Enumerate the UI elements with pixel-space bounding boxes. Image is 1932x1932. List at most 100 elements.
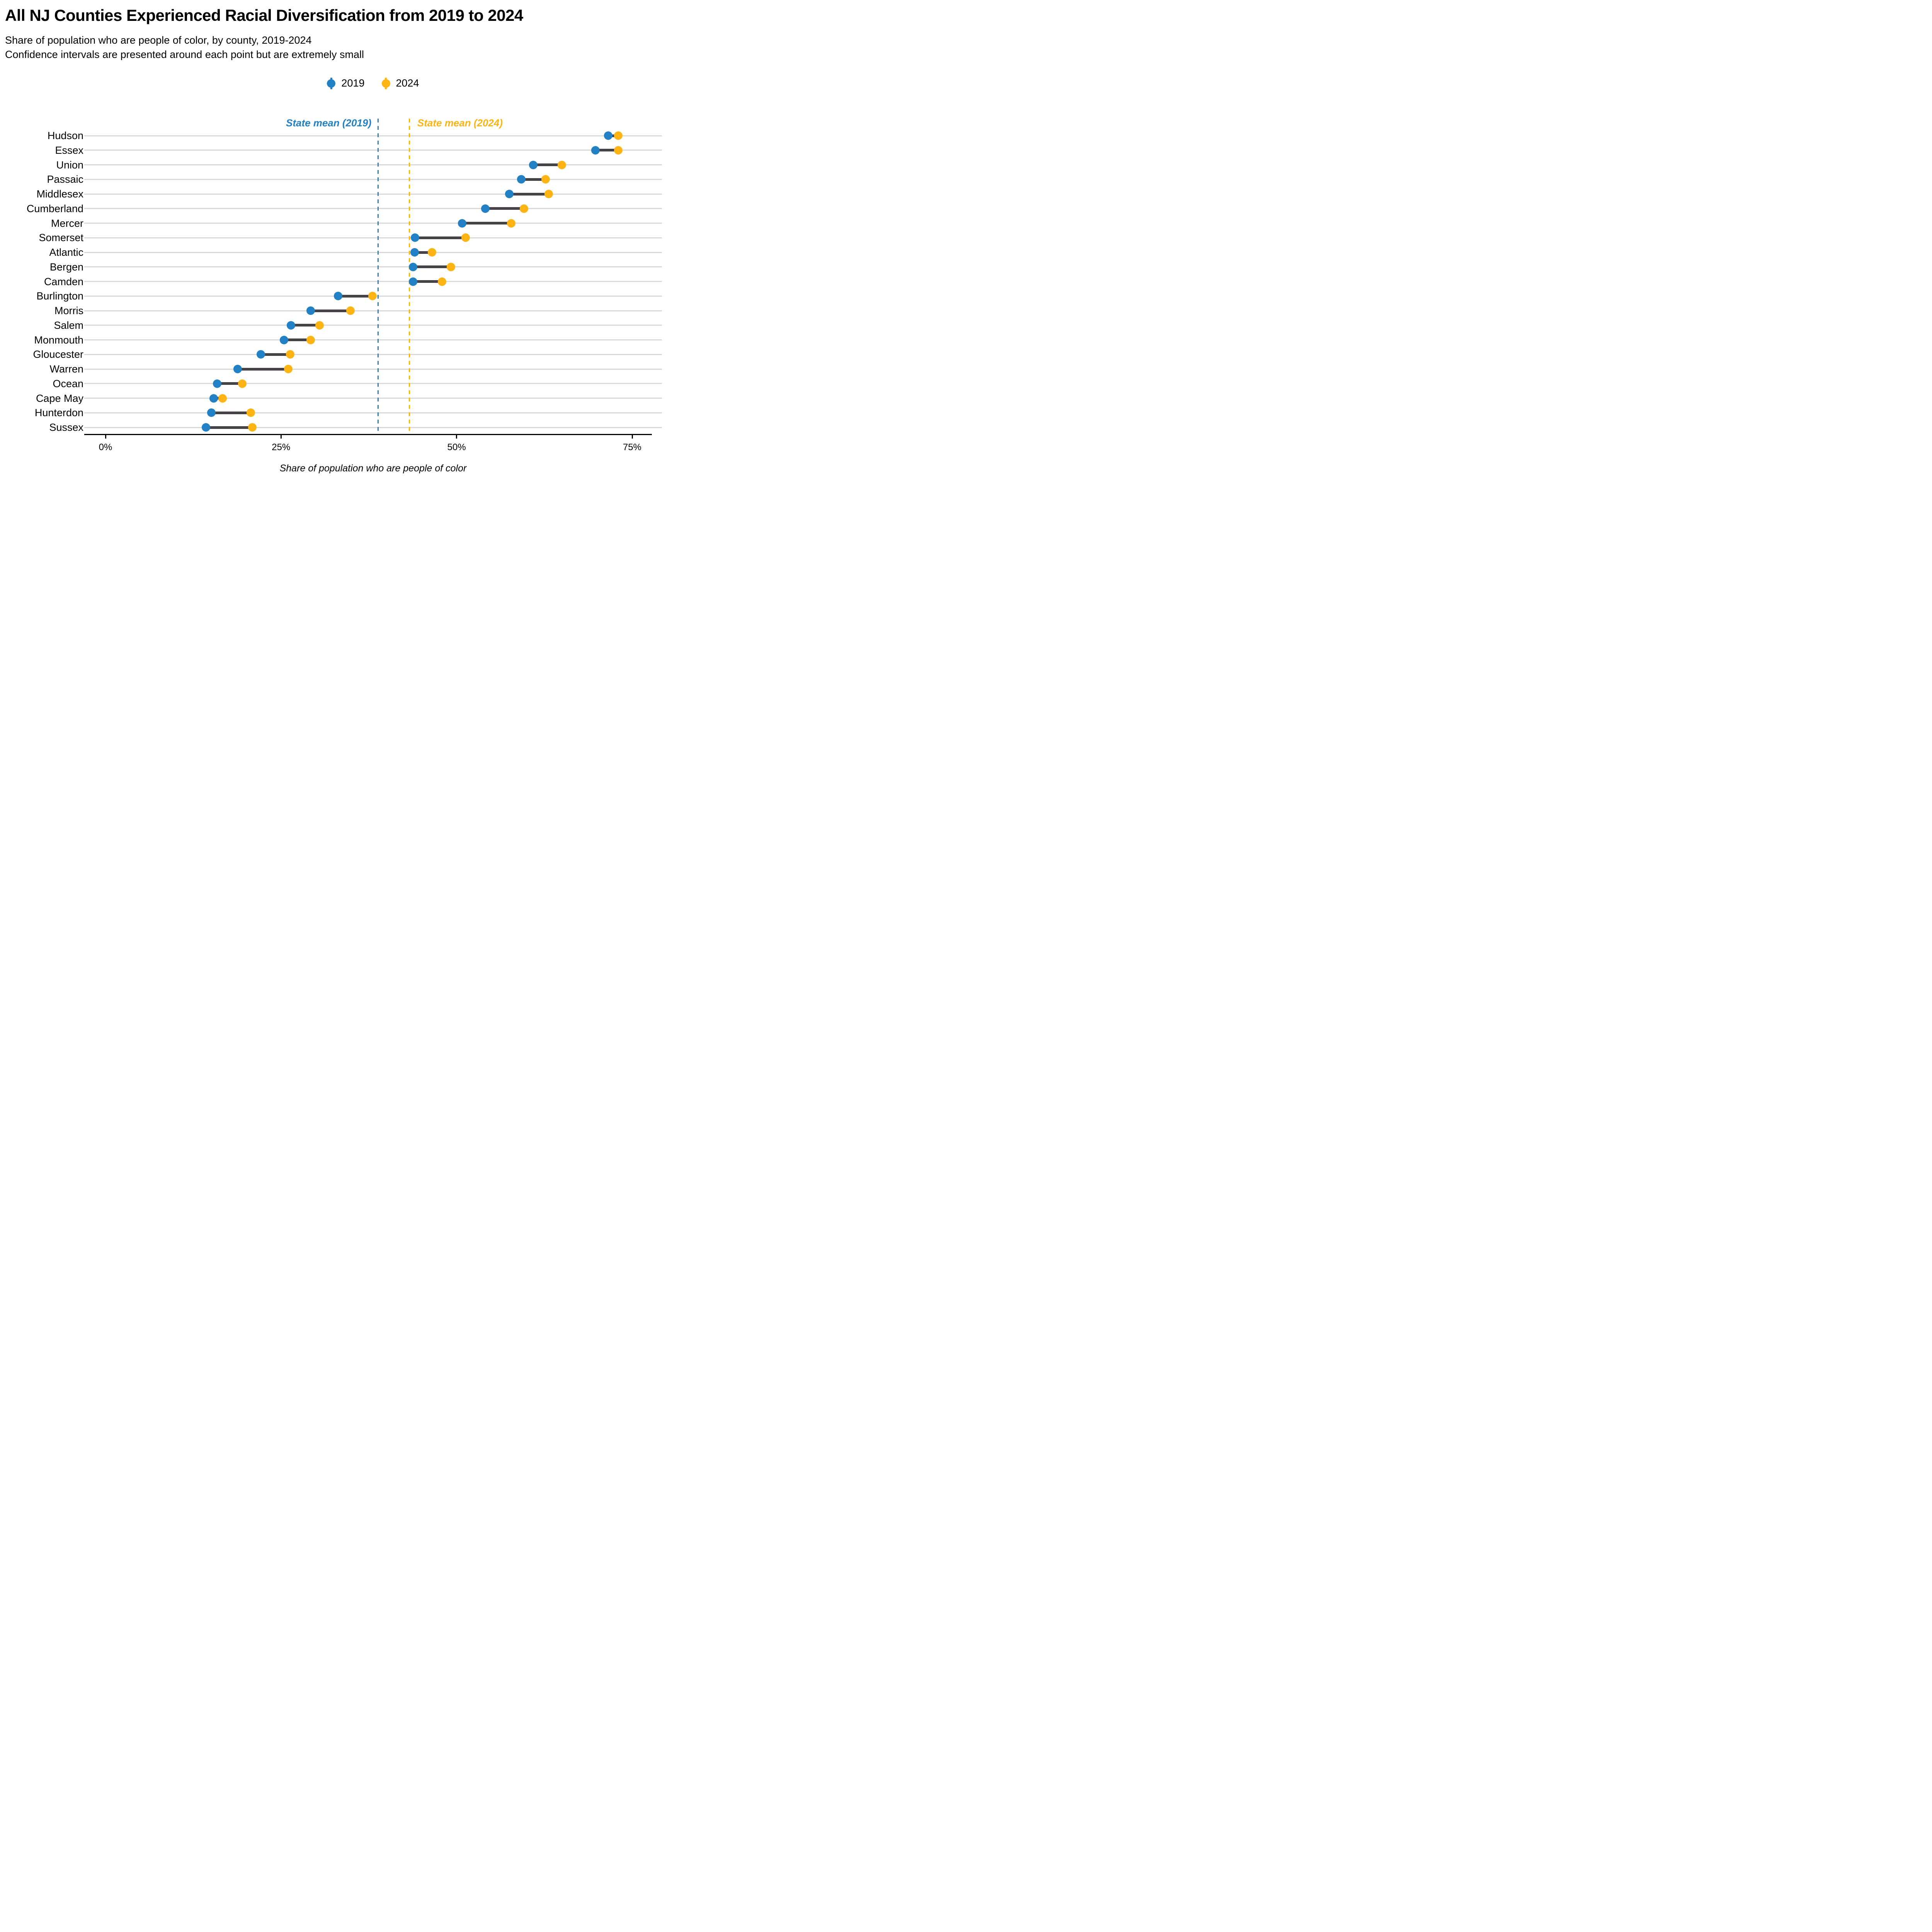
change-connector (291, 324, 320, 327)
dot-2019 (604, 131, 613, 140)
x-axis-tick (631, 435, 633, 439)
chart-subtitle: Share of population who are people of co… (5, 33, 364, 62)
legend-dot-2019 (327, 79, 336, 88)
dot-2019 (591, 146, 600, 155)
dot-2024 (315, 321, 324, 330)
county-label: Hudson (47, 130, 83, 141)
dot-2024 (306, 335, 315, 344)
chart-canvas: All NJ Counties Experienced Racial Diver… (0, 0, 676, 483)
dot-2024 (520, 204, 529, 213)
dot-2024 (447, 262, 456, 271)
dot-2019 (458, 219, 467, 228)
change-connector (413, 265, 451, 269)
row-gridline (84, 368, 662, 370)
change-connector (213, 397, 223, 400)
x-tick-label: 75% (622, 442, 642, 452)
dot-2019 (207, 408, 216, 417)
dot-2019 (517, 175, 526, 184)
county-label: Passaic (47, 173, 83, 185)
x-axis-tick (280, 435, 282, 439)
row-gridline (84, 398, 662, 399)
row-gridline (84, 281, 662, 282)
dot-2024 (238, 379, 247, 388)
subtitle-line-2: Confidence intervals are presented aroun… (5, 49, 364, 60)
county-label: Mercer (51, 217, 83, 229)
county-label: Sussex (49, 422, 83, 433)
county-label: Salem (54, 319, 83, 331)
change-connector (415, 236, 466, 239)
row-gridline (84, 427, 662, 428)
state-mean-line-2019 (377, 119, 379, 434)
row-gridline (84, 266, 662, 268)
change-connector (284, 338, 311, 341)
x-axis-tick (456, 435, 457, 439)
dot-2019 (256, 350, 265, 359)
county-label: Somerset (39, 232, 83, 244)
change-connector (595, 149, 618, 152)
change-connector (485, 207, 524, 210)
legend-label-2024: 2024 (396, 77, 419, 89)
dot-2019 (233, 365, 242, 373)
row-gridline (84, 412, 662, 413)
change-connector (462, 222, 512, 224)
county-label: Cape May (36, 392, 83, 404)
dot-2024 (461, 233, 470, 242)
page-title: All NJ Counties Experienced Racial Diver… (5, 6, 523, 24)
legend-item-2019: 2019 (327, 77, 365, 89)
dot-2019 (529, 160, 537, 169)
change-connector (521, 178, 546, 181)
dot-2024 (248, 423, 257, 432)
legend-item-2024: 2024 (381, 77, 419, 89)
dot-2019 (505, 190, 514, 198)
dot-2024 (284, 365, 293, 373)
dot-2019 (279, 335, 288, 344)
x-tick-label: 25% (272, 442, 291, 452)
dot-2019 (209, 394, 218, 403)
legend-label-2019: 2019 (341, 77, 365, 89)
change-connector (211, 411, 251, 414)
state-mean-2019-label: State mean (2019) (286, 117, 372, 129)
change-connector (533, 163, 562, 166)
x-axis-tick (105, 435, 106, 439)
row-gridline (84, 193, 662, 195)
county-label: Essex (55, 144, 83, 156)
row-gridline (84, 223, 662, 224)
change-connector (206, 426, 252, 429)
legend-marker-2019-icon (327, 77, 336, 89)
x-tick-label: 50% (447, 442, 466, 452)
dot-2024 (428, 248, 437, 257)
county-label: Middlesex (36, 188, 83, 200)
county-label: Morris (54, 305, 83, 316)
dot-2024 (614, 131, 622, 140)
county-label: Hunterdon (34, 407, 83, 419)
row-gridline (84, 179, 662, 180)
dot-2019 (201, 423, 210, 432)
change-connector (509, 192, 549, 196)
row-gridline (84, 252, 662, 253)
change-connector (414, 251, 432, 254)
dot-2024 (286, 350, 294, 359)
subtitle-line-1: Share of population who are people of co… (5, 34, 312, 46)
dot-2024 (544, 190, 553, 198)
dot-2019 (213, 379, 221, 388)
row-gridline (84, 150, 662, 151)
x-tick-label: 0% (99, 442, 112, 452)
row-gridline (84, 164, 662, 165)
legend: 2019 2024 (84, 77, 662, 89)
dot-2019 (411, 233, 420, 242)
county-label: Union (56, 159, 83, 171)
county-label: Gloucester (33, 349, 83, 361)
county-label: Ocean (53, 378, 83, 389)
county-label: Camden (44, 276, 83, 287)
dot-2019 (306, 306, 315, 315)
dot-2019 (481, 204, 490, 213)
row-gridline (84, 237, 662, 238)
county-label: Warren (49, 363, 83, 375)
county-label: Burlington (36, 290, 83, 302)
change-connector (608, 134, 618, 137)
dot-2024 (247, 408, 255, 417)
row-gridline (84, 383, 662, 384)
dot-2024 (437, 277, 446, 286)
dot-2024 (346, 306, 355, 315)
county-label: Cumberland (26, 202, 83, 214)
